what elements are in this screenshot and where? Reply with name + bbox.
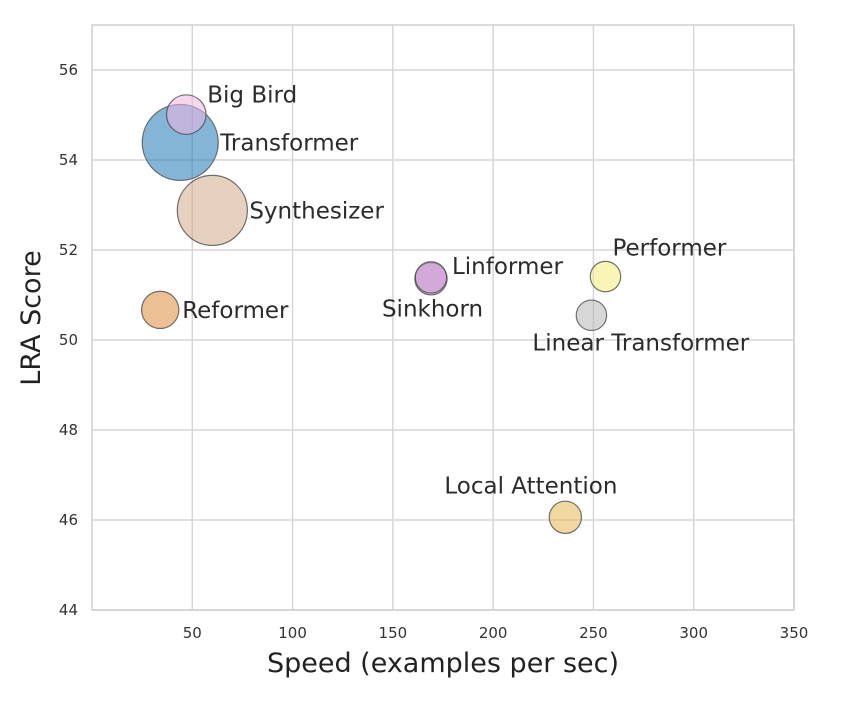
point-label-performer: Performer	[612, 236, 726, 262]
x-axis-title: Speed (examples per sec)	[267, 648, 619, 679]
y-tick-label: 52	[59, 241, 78, 259]
point-label-local-attention: Local Attention	[444, 473, 617, 499]
x-tick-label: 150	[379, 624, 408, 642]
point-performer	[589, 260, 622, 293]
points	[140, 94, 622, 535]
point-sinkhorn	[414, 261, 448, 294]
point-big-bird	[165, 94, 207, 135]
point-linear-transformer	[575, 299, 608, 332]
point-label-sinkhorn: Sinkhorn	[382, 296, 483, 322]
point-label-linformer: Linformer	[452, 254, 564, 280]
y-tick-label: 54	[59, 151, 78, 169]
point-labels: Transformer Synthesizer Big Bird Reformer Li…	[182, 83, 750, 500]
tick-labels: 50 100 150 200 250 300 350 44 46 48 50 52 54 56	[59, 61, 808, 642]
point-local-attention	[548, 500, 583, 535]
x-tick-label: 350	[780, 624, 809, 642]
point-label-big-bird: Big Bird	[207, 83, 297, 109]
x-tick-label: 50	[183, 624, 202, 642]
x-tick-label: 300	[679, 624, 708, 642]
y-tick-label: 44	[59, 601, 78, 619]
y-tick-label: 50	[59, 331, 78, 349]
y-axis-title: LRA Score	[16, 250, 47, 385]
y-tick-label: 48	[59, 421, 78, 439]
point-label-reformer: Reformer	[182, 298, 289, 324]
x-tick-label: 100	[278, 624, 307, 642]
x-tick-label: 200	[479, 624, 508, 642]
x-tick-label: 250	[579, 624, 608, 642]
point-label-linear-transformer: Linear Transformer	[532, 330, 749, 356]
point-reformer	[140, 290, 180, 330]
point-synthesizer	[176, 174, 248, 247]
point-label-transformer: Transformer	[219, 130, 359, 156]
y-tick-label: 56	[59, 61, 78, 79]
y-tick-label: 46	[59, 511, 78, 529]
point-label-synthesizer: Synthesizer	[249, 198, 384, 224]
plot-frame	[91, 24, 795, 611]
